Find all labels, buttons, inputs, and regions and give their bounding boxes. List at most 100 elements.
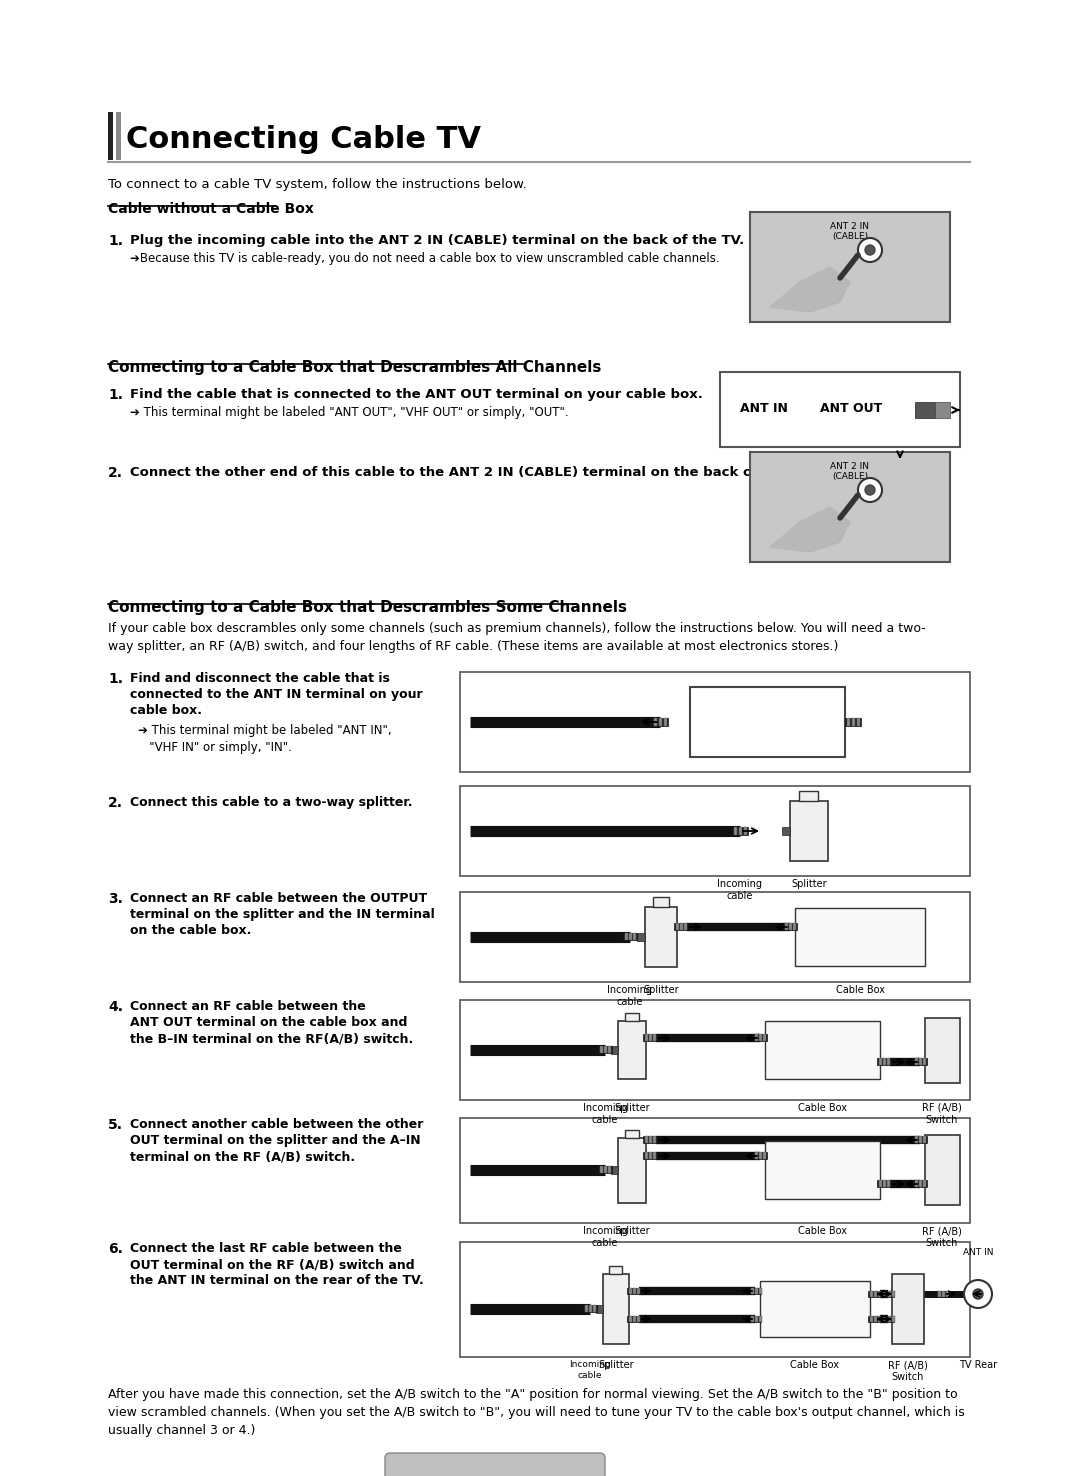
Bar bbox=[684, 922, 687, 930]
Bar bbox=[793, 922, 796, 930]
Text: RF (A/B)
Switch: RF (A/B) Switch bbox=[922, 1227, 962, 1249]
Text: ➔ This terminal might be labeled "ANT IN",
   "VHF IN" or simply, "IN".: ➔ This terminal might be labeled "ANT IN… bbox=[138, 725, 392, 754]
Bar bbox=[633, 1317, 636, 1322]
Bar bbox=[789, 801, 828, 861]
Text: If your cable box descrambles only some channels (such as premium channels), fol: If your cable box descrambles only some … bbox=[108, 621, 926, 652]
Bar bbox=[623, 933, 637, 940]
FancyBboxPatch shape bbox=[384, 1452, 605, 1476]
Text: 2.: 2. bbox=[108, 796, 123, 810]
Bar bbox=[785, 922, 788, 930]
Bar bbox=[845, 717, 861, 726]
Bar bbox=[874, 1317, 877, 1322]
Text: Find the cable that is connected to the ANT OUT terminal on your cable box.: Find the cable that is connected to the … bbox=[130, 388, 703, 401]
Bar bbox=[649, 1151, 652, 1159]
Bar bbox=[649, 1137, 652, 1142]
Text: ANT OUT: ANT OUT bbox=[820, 401, 882, 415]
Bar bbox=[659, 717, 662, 726]
Bar bbox=[878, 1292, 881, 1297]
Bar bbox=[750, 1317, 761, 1322]
Bar bbox=[924, 1018, 960, 1083]
Bar bbox=[653, 1035, 656, 1041]
Bar bbox=[762, 1151, 766, 1159]
Bar bbox=[629, 1289, 632, 1294]
Text: Cable Box: Cable Box bbox=[797, 1227, 847, 1235]
Text: IN   CABLE   OUT: IN CABLE OUT bbox=[786, 1297, 843, 1303]
Bar bbox=[618, 1021, 646, 1079]
Polygon shape bbox=[770, 506, 850, 552]
Bar bbox=[936, 1292, 948, 1297]
Bar bbox=[676, 922, 679, 930]
Text: 1.: 1. bbox=[108, 235, 123, 248]
Bar bbox=[878, 1317, 881, 1322]
Bar bbox=[750, 1289, 761, 1294]
Text: Incoming
cable: Incoming cable bbox=[582, 1103, 627, 1125]
Text: Splitter: Splitter bbox=[615, 1103, 650, 1113]
Text: Cable without a Cable Box: Cable without a Cable Box bbox=[108, 202, 314, 215]
Bar bbox=[680, 922, 683, 930]
Bar bbox=[760, 1281, 870, 1337]
Text: Connect an RF cable between the: Connect an RF cable between the bbox=[130, 1001, 366, 1013]
Bar bbox=[755, 1289, 758, 1294]
Circle shape bbox=[865, 245, 875, 255]
Text: To connect to a cable TV system, follow the instructions below.: To connect to a cable TV system, follow … bbox=[108, 179, 527, 190]
Bar bbox=[924, 1135, 960, 1204]
Bar bbox=[720, 372, 960, 447]
Text: Connect the last RF cable between the: Connect the last RF cable between the bbox=[130, 1241, 402, 1255]
Bar bbox=[939, 1292, 941, 1297]
Bar bbox=[643, 1035, 657, 1041]
Bar bbox=[750, 213, 950, 322]
Bar bbox=[874, 1292, 877, 1297]
Bar bbox=[460, 672, 970, 772]
Bar bbox=[751, 1289, 754, 1294]
Text: Splitter: Splitter bbox=[644, 984, 679, 995]
Bar bbox=[637, 933, 645, 942]
Bar bbox=[664, 717, 667, 726]
Bar bbox=[868, 1317, 880, 1322]
Bar bbox=[734, 827, 737, 835]
Bar bbox=[888, 1292, 891, 1297]
Bar bbox=[603, 1274, 629, 1345]
Bar bbox=[739, 827, 742, 835]
Bar bbox=[625, 1131, 639, 1138]
Bar bbox=[942, 1292, 945, 1297]
Bar bbox=[611, 1166, 618, 1173]
Text: 6.: 6. bbox=[108, 1241, 123, 1256]
Bar bbox=[583, 1305, 597, 1312]
Bar bbox=[653, 897, 669, 906]
Bar bbox=[637, 1289, 640, 1294]
Bar bbox=[629, 933, 632, 940]
Bar bbox=[877, 1058, 891, 1066]
Bar bbox=[923, 1137, 926, 1142]
Bar bbox=[919, 1137, 922, 1142]
Bar bbox=[585, 1305, 588, 1312]
Bar bbox=[783, 922, 797, 930]
Circle shape bbox=[964, 1280, 993, 1308]
Bar bbox=[629, 1317, 632, 1322]
Bar bbox=[627, 1317, 639, 1322]
Bar bbox=[625, 933, 627, 940]
Bar bbox=[589, 1305, 592, 1312]
Bar bbox=[627, 1289, 639, 1294]
Bar bbox=[882, 1317, 894, 1322]
Bar bbox=[915, 1137, 918, 1142]
Bar bbox=[750, 452, 950, 562]
Bar bbox=[877, 1179, 891, 1187]
Bar bbox=[935, 401, 950, 418]
Bar bbox=[852, 717, 855, 726]
Text: Incoming
cable: Incoming cable bbox=[582, 1227, 627, 1249]
Bar bbox=[913, 1058, 927, 1066]
Bar bbox=[879, 1179, 882, 1187]
Bar bbox=[598, 1166, 612, 1173]
Text: RF (A/B)
Switch: RF (A/B) Switch bbox=[922, 1103, 962, 1125]
Bar bbox=[633, 1289, 636, 1294]
Bar bbox=[460, 787, 970, 875]
Text: 5.: 5. bbox=[108, 1117, 123, 1132]
Text: Connect this cable to a two-way splitter.: Connect this cable to a two-way splitter… bbox=[130, 796, 413, 809]
Bar bbox=[913, 1137, 927, 1142]
Bar bbox=[868, 1292, 880, 1297]
Text: (CABLE): (CABLE) bbox=[832, 232, 868, 241]
Bar bbox=[598, 1046, 612, 1052]
Text: ANT IN: ANT IN bbox=[743, 710, 791, 722]
Polygon shape bbox=[770, 267, 850, 311]
Text: ANT IN: ANT IN bbox=[740, 401, 788, 415]
